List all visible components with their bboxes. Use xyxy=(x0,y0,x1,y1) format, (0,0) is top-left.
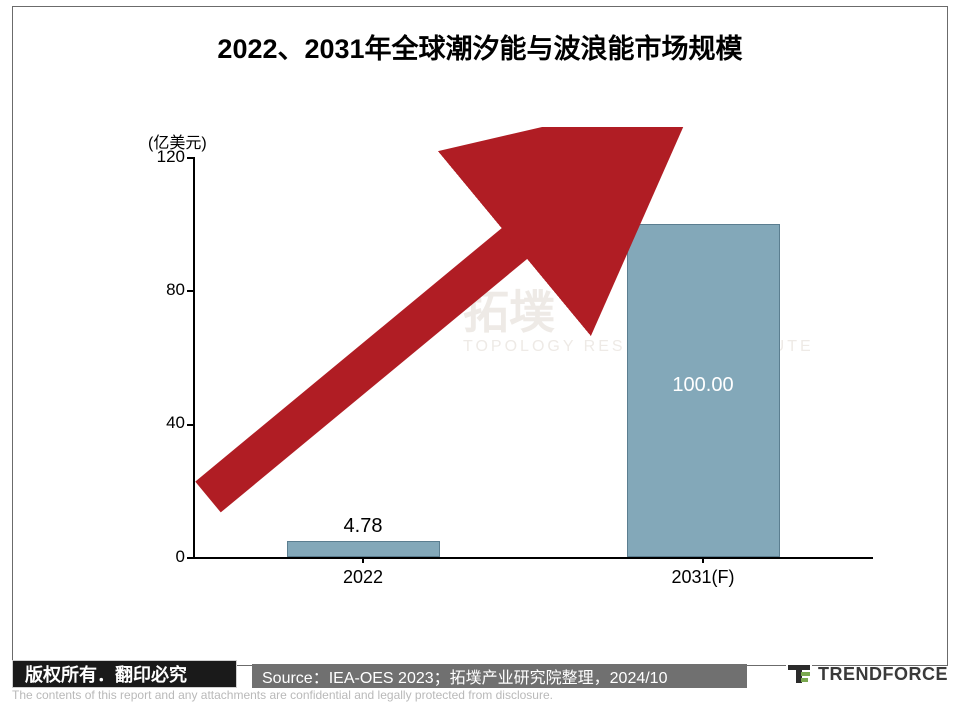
slide-frame: 2022、2031年全球潮汐能与波浪能市场规模 拓墣 TOPOLOGY RESE… xyxy=(12,6,948,666)
bar-value-label: 100.00 xyxy=(627,374,780,397)
brand-logo-block: TRENDFORCE xyxy=(786,660,948,688)
footer-bar: 版权所有．翻印必究 Source：IEA-OES 2023；拓墣产业研究院整理，… xyxy=(12,658,948,684)
y-tick-label: 40 xyxy=(135,413,185,433)
chart-title: 2022、2031年全球潮汐能与波浪能市场规模 xyxy=(13,27,947,66)
source-text: Source：IEA-OES 2023；拓墣产业研究院整理，2024/10 xyxy=(262,664,667,688)
copyright-badge: 版权所有．翻印必究 xyxy=(12,660,237,688)
copyright-text: 版权所有．翻印必究 xyxy=(25,661,187,687)
watermark-main: 拓墣 xyxy=(463,286,555,338)
source-badge: Source：IEA-OES 2023；拓墣产业研究院整理，2024/10 xyxy=(252,664,747,688)
bar xyxy=(287,541,440,557)
y-tick-label: 0 xyxy=(135,547,185,567)
y-axis-line xyxy=(193,157,195,557)
x-tick-mark xyxy=(702,557,704,563)
x-tick-label: 2022 xyxy=(193,567,533,588)
disclaimer-text: The contents of this report and any atta… xyxy=(12,688,553,702)
x-tick-mark xyxy=(362,557,364,563)
bar-chart: 拓墣 TOPOLOGY RESEARCH INSTITUTE (亿美元) 040… xyxy=(133,127,873,587)
y-tick-label: 120 xyxy=(135,147,185,167)
bar-value-label: 4.78 xyxy=(287,515,440,538)
y-tick-label: 80 xyxy=(135,280,185,300)
x-tick-label: 2031(F) xyxy=(533,567,873,588)
trendforce-icon xyxy=(786,663,812,685)
x-axis-line xyxy=(193,557,873,559)
brand-text: TRENDFORCE xyxy=(818,664,948,685)
